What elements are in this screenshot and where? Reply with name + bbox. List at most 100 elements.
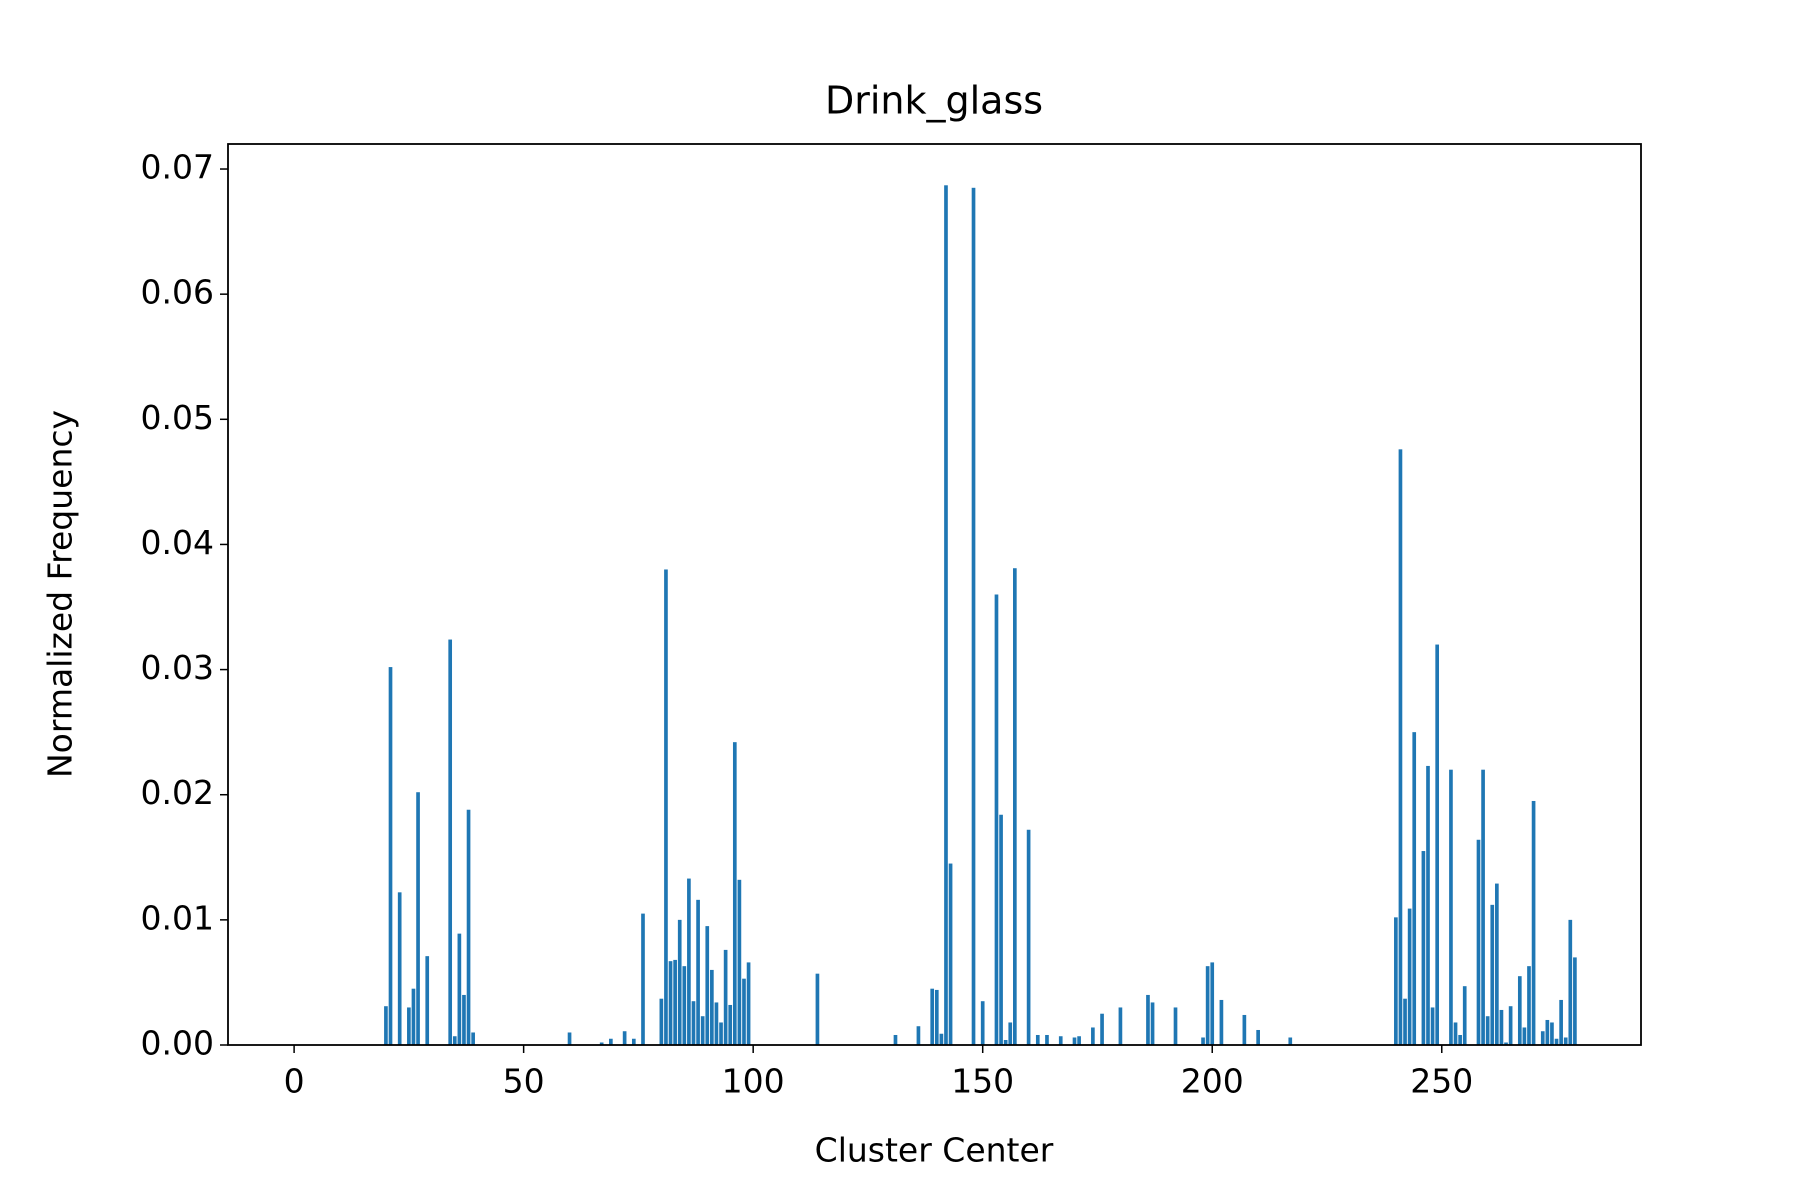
y-tick-label: 0.07 [141,148,214,187]
bar [710,969,714,1045]
bar [1045,1034,1049,1045]
bar [1430,1007,1435,1045]
bar [659,998,664,1045]
bar [1118,1007,1123,1045]
bar [1527,966,1531,1045]
y-tick-label: 0.05 [141,398,214,437]
bar [397,892,402,1045]
x-tick-label: 150 [951,1062,1014,1101]
bar [1412,732,1417,1045]
bar [1563,1037,1568,1045]
bar [1508,1006,1513,1045]
bar [1403,998,1407,1045]
bar [1545,1019,1550,1045]
bar [1398,449,1403,1046]
bar [714,1002,719,1045]
bar [939,1033,944,1045]
bar [994,594,999,1045]
y-tick-label: 0.06 [141,273,214,312]
x-tick-label: 100 [722,1062,785,1101]
bar [1058,1036,1063,1045]
bar [1219,999,1224,1045]
bar [705,926,710,1045]
bar [1288,1037,1293,1045]
bar [1481,769,1485,1045]
bar [723,949,728,1045]
bar [1462,986,1467,1045]
bar [1150,1002,1155,1045]
bar [1394,917,1398,1045]
bar [1407,908,1412,1045]
bar [466,809,471,1045]
bar [1568,919,1573,1045]
bar [1077,1036,1081,1045]
bar [1453,1022,1458,1045]
bar [457,933,462,1045]
x-tick-label: 200 [1181,1062,1244,1101]
bar [673,959,677,1045]
bar [980,1001,985,1045]
bar [1035,1034,1040,1045]
bar [737,879,742,1045]
bar [462,994,466,1045]
bar [668,961,673,1045]
bar [1026,829,1031,1045]
bar [1499,1009,1504,1045]
bar [1421,851,1426,1045]
bar [1517,976,1522,1045]
bar [746,962,751,1045]
bar [1146,994,1150,1045]
bar [452,1036,457,1045]
bar [1476,839,1481,1045]
bar [700,1016,705,1045]
bar [1091,1027,1095,1045]
bar [1072,1037,1077,1045]
bar [948,863,953,1045]
bar [971,187,976,1046]
bar [1490,904,1495,1045]
bar [1173,1007,1178,1045]
bar [622,1031,627,1045]
bar [893,1034,898,1045]
x-tick-label: 250 [1410,1062,1473,1101]
bar [1554,1038,1559,1045]
x-axis-label: Cluster Center [815,1131,1054,1170]
bar [1531,800,1536,1045]
y-tick-label: 0.04 [141,523,214,562]
bar [1550,1022,1554,1045]
x-tick-label: 50 [503,1062,545,1101]
bar [1449,769,1453,1045]
bar [728,1004,733,1045]
bar [944,185,948,1045]
bar [1256,1029,1260,1045]
bar [1504,1042,1508,1045]
bar [599,1042,604,1045]
bar [1008,1022,1013,1045]
y-tick-label: 0.03 [141,648,214,687]
bar [916,1026,921,1045]
bar [664,569,668,1045]
bar [677,919,682,1045]
bar [742,978,746,1045]
bar [930,988,935,1045]
bar [732,742,737,1045]
y-tick-label: 0.02 [141,773,214,812]
bar [1540,1031,1545,1045]
bar [567,1032,572,1045]
bar [1201,1037,1205,1045]
bar [407,1007,411,1045]
bar [696,899,700,1045]
bar [1100,1013,1104,1045]
bar [384,1006,388,1045]
bar [934,989,939,1045]
chart-title: Drink_glass [825,79,1043,123]
bar [1426,765,1430,1045]
bar [1559,999,1563,1045]
bar [631,1038,636,1045]
bar [1522,1027,1527,1045]
bar [609,1038,613,1045]
bar [1458,1034,1462,1045]
bar [815,973,820,1045]
bar [411,988,416,1045]
